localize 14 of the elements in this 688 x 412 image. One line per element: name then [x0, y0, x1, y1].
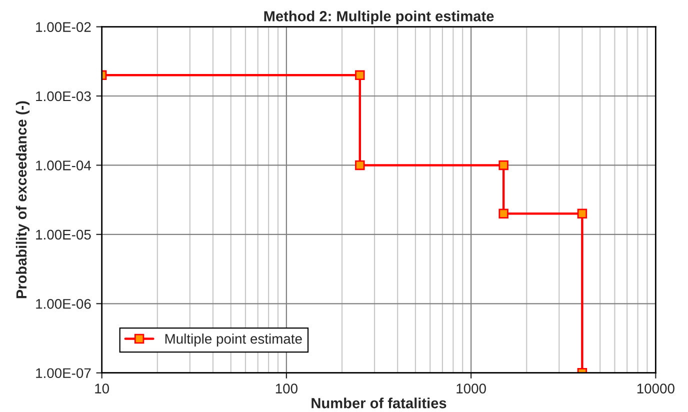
x-axis-title: Number of fatalities	[312, 398, 446, 408]
y-tick-label: 1.00E-04	[36, 160, 92, 170]
y-axis-title: Probability of exceedance (-)	[16, 101, 30, 298]
x-tick-label: 100	[276, 384, 298, 394]
y-tick-label: 1.00E-03	[36, 91, 91, 102]
x-tick-label: 1000	[456, 384, 486, 394]
y-tick-label: 1.00E-06	[36, 298, 91, 309]
chart-title: Method 2: Multiple point estimate	[264, 10, 494, 24]
y-tick-label: 1.00E-07	[36, 368, 91, 378]
x-tick-label: 10	[95, 384, 110, 394]
y-tick-label: 1.00E-02	[36, 22, 91, 32]
legend-label: Multiple point estimate	[165, 334, 302, 347]
y-tick-label: 1.00E-05	[36, 230, 91, 240]
x-tick-label: 10000	[637, 384, 674, 394]
